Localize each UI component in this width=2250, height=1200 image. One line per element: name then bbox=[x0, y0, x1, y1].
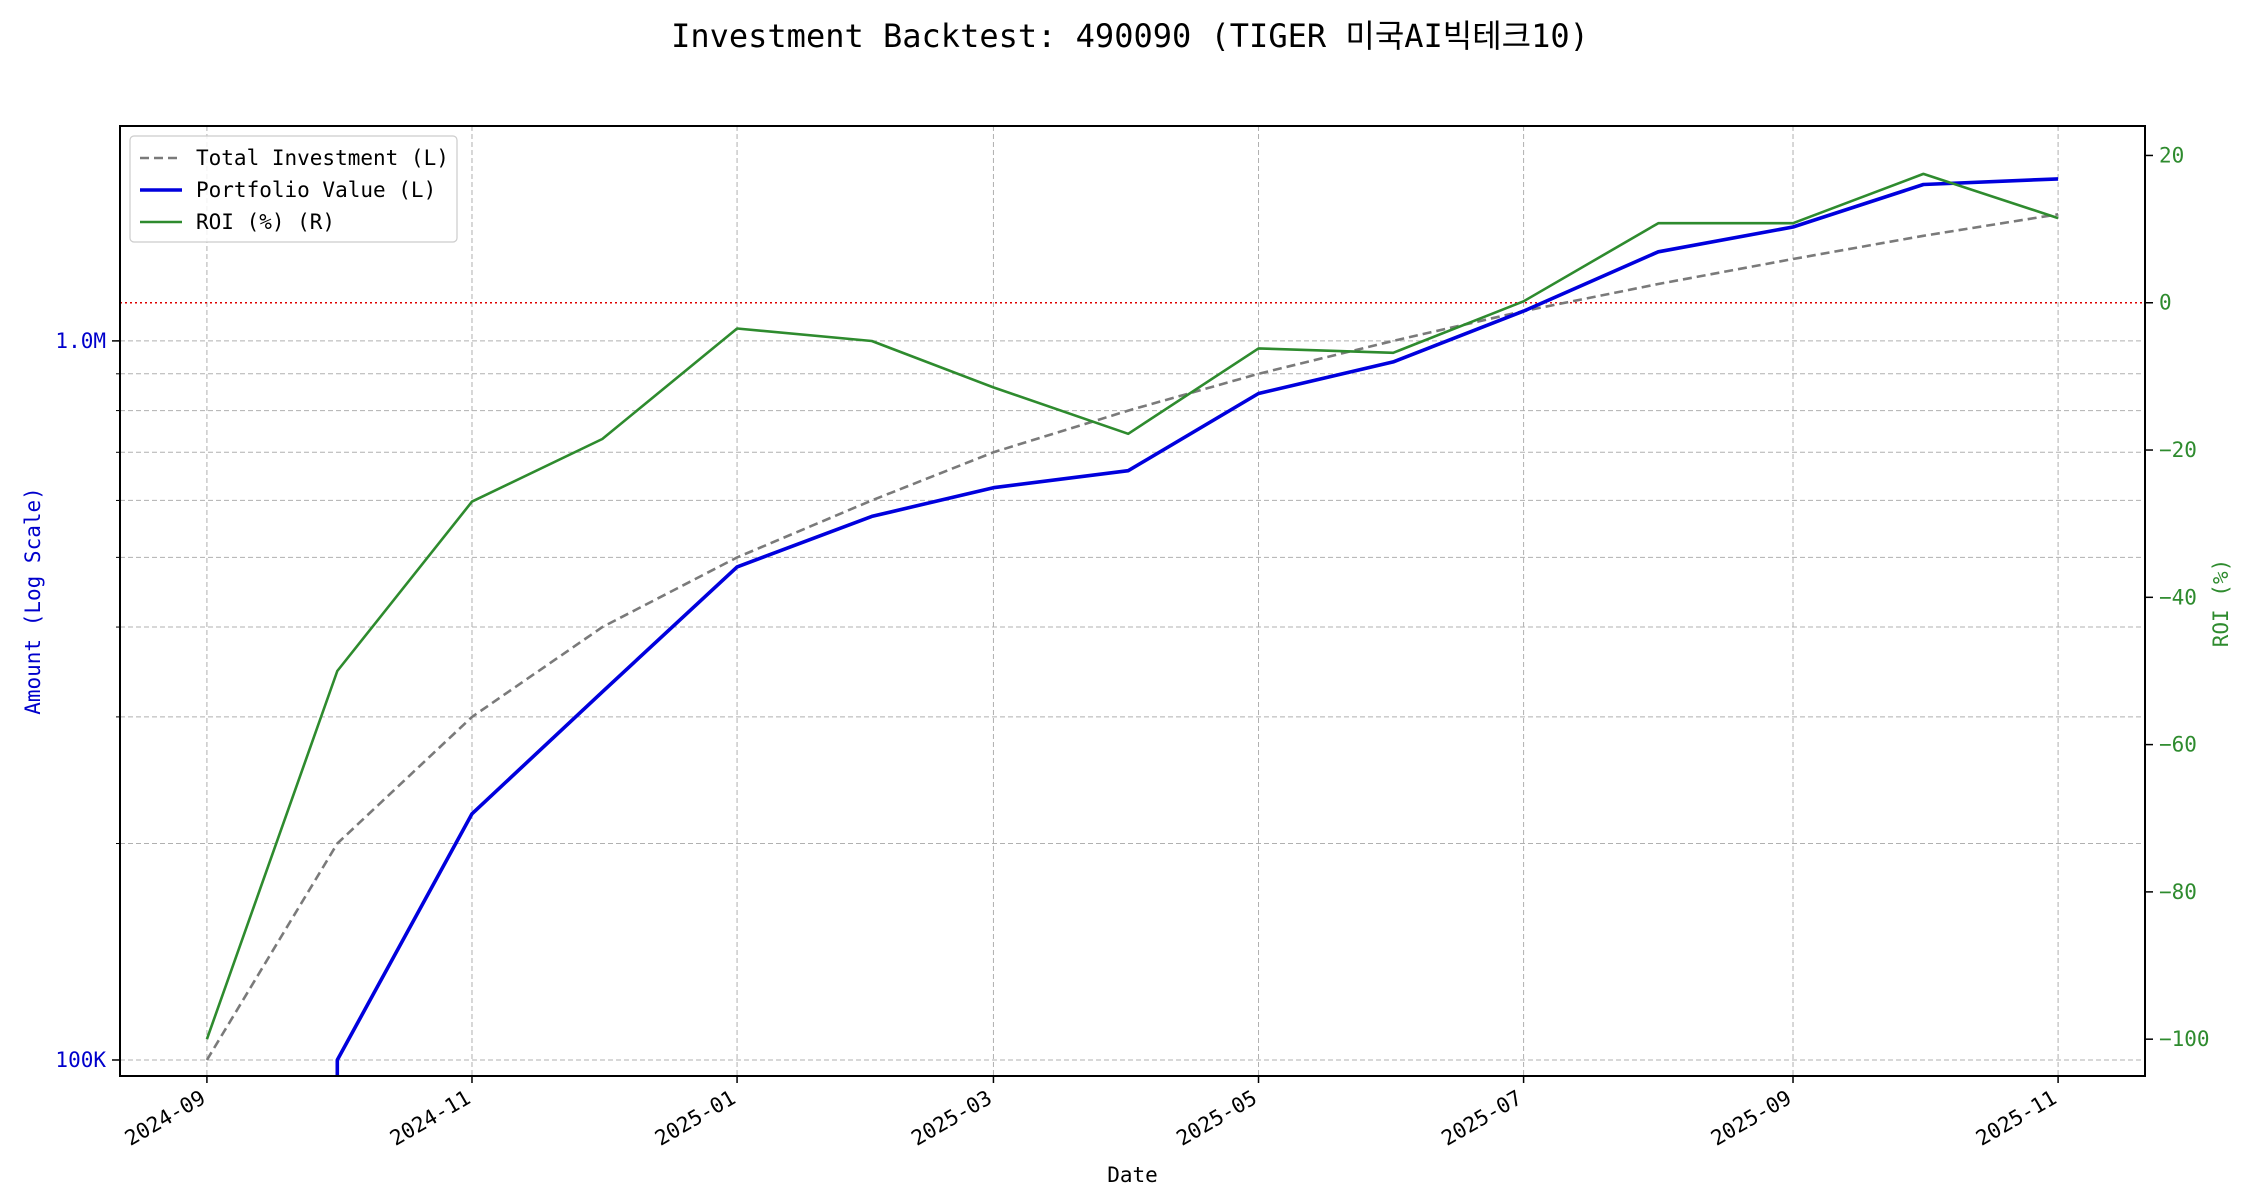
grid-layer bbox=[120, 126, 2145, 1076]
x-axis-label: Date bbox=[1107, 1163, 1158, 1187]
y-right-tick-label: 20 bbox=[2159, 143, 2184, 167]
y-right-tick-label: −20 bbox=[2159, 438, 2197, 462]
legend-label: Portfolio Value (L) bbox=[196, 178, 436, 202]
series-line-portfolio-value-l bbox=[335, 177, 2059, 1076]
legend-label: ROI (%) (R) bbox=[196, 210, 335, 234]
x-tick-label: 2025-01 bbox=[651, 1086, 740, 1151]
y-axis-left: 100K 1.0M bbox=[55, 329, 120, 1072]
legend-box bbox=[129, 135, 458, 243]
y-left-tick-label: 100K bbox=[55, 1048, 106, 1072]
x-tick-label: 2025-07 bbox=[1437, 1086, 1526, 1151]
x-axis: 2024-09 2024-11 2025-01 2025-03 2025-05 2025-… bbox=[121, 1076, 2061, 1151]
x-tick-label: 2025-11 bbox=[1972, 1086, 2061, 1151]
y-right-tick-label: −60 bbox=[2159, 733, 2197, 757]
series-line-total-investment-l bbox=[205, 213, 2059, 1061]
y-right-tick-label: 0 bbox=[2159, 291, 2172, 315]
x-tick-label: 2025-09 bbox=[1707, 1086, 1796, 1151]
y-right-tick-label: −80 bbox=[2159, 880, 2197, 904]
y-right-tick-label: −40 bbox=[2159, 585, 2197, 609]
legend: Total Investment (L) Portfolio Value (L) R… bbox=[129, 135, 458, 243]
x-tick-label: 2024-09 bbox=[121, 1086, 210, 1151]
y-axis-right-label: ROI (%) bbox=[2209, 559, 2233, 648]
plot-frame bbox=[119, 125, 2146, 1077]
chart-title: Investment Backtest: 490090 (TIGER 미국AI빅… bbox=[671, 17, 1589, 55]
y-axis-left-label: Amount (Log Scale) bbox=[21, 487, 45, 715]
y-right-tick-label: −100 bbox=[2159, 1027, 2210, 1051]
x-tick-label: 2025-05 bbox=[1172, 1086, 1261, 1151]
y-left-tick-label: 1.0M bbox=[55, 329, 106, 353]
y-axis-right: −100 −80 −60 −40 −20 0 20 bbox=[2145, 143, 2210, 1051]
series-line-roi-r bbox=[205, 172, 2059, 1040]
legend-label: Total Investment (L) bbox=[196, 146, 449, 170]
series-layer bbox=[205, 172, 2059, 1076]
x-tick-label: 2025-03 bbox=[907, 1086, 996, 1151]
x-tick-label: 2024-11 bbox=[386, 1086, 475, 1151]
